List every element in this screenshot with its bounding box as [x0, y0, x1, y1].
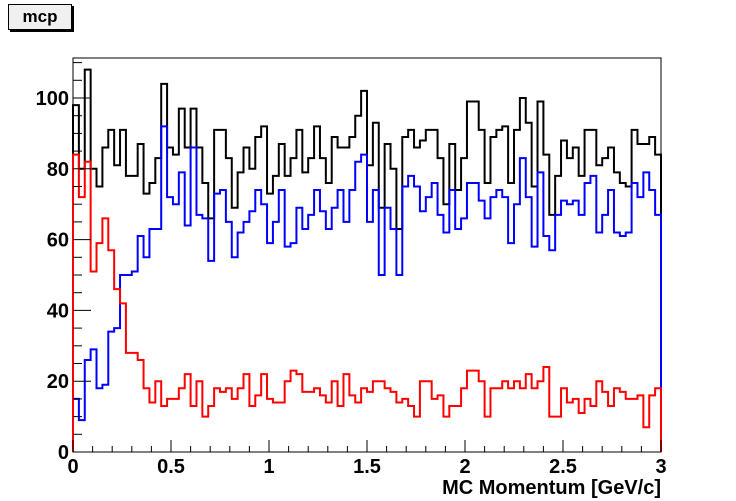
x-tick-label: 1.5: [353, 456, 381, 478]
y-tick-label: 0: [58, 442, 69, 464]
y-tick-label: 100: [36, 88, 69, 110]
x-tick-label: 3: [655, 456, 666, 478]
x-tick-label: 0.5: [157, 456, 185, 478]
y-tick-label: 20: [47, 371, 69, 393]
x-tick-label: 1: [263, 456, 274, 478]
histogram-title-box: mcp: [8, 4, 72, 30]
x-axis-title: MC Momentum [GeV/c]: [442, 477, 661, 499]
series-line-black: [72, 68, 662, 452]
series-line-blue: [72, 125, 662, 452]
series-red: [72, 153, 662, 452]
x-tick-label: 0: [67, 456, 78, 478]
y-tick-label: 60: [47, 230, 69, 252]
series-black: [72, 68, 662, 452]
series-line-red: [72, 153, 662, 452]
y-tick-label: 40: [47, 300, 69, 322]
x-tick-label: 2: [459, 456, 470, 478]
series-blue: [72, 125, 662, 452]
x-tick-label: 2.5: [549, 456, 577, 478]
y-tick-label: 80: [47, 159, 69, 181]
